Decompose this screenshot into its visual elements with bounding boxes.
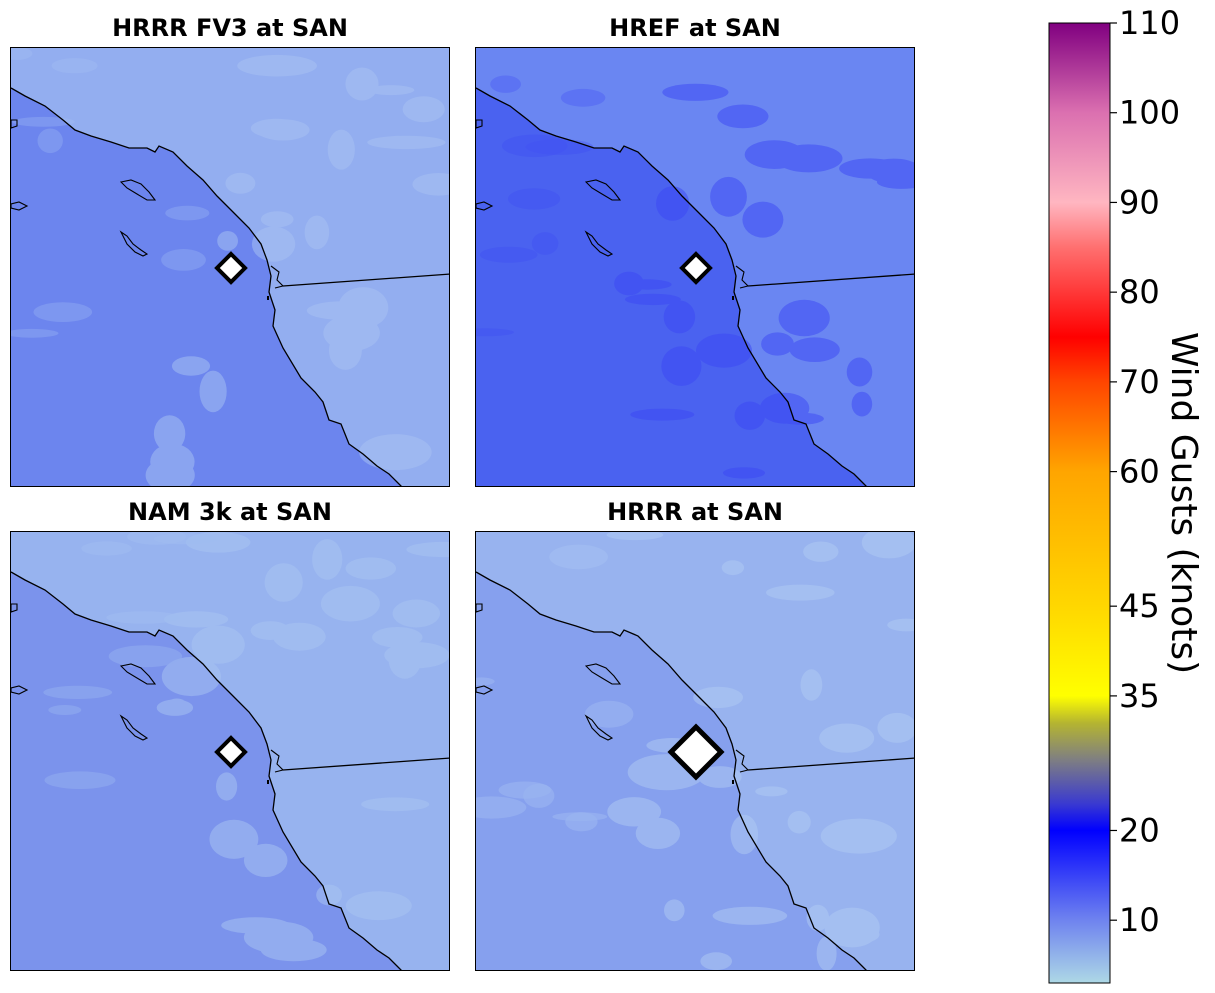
land-field [11, 532, 449, 970]
wind-texture [476, 532, 914, 970]
island-catalina [584, 663, 622, 685]
map-svg-nam-3k [11, 532, 449, 970]
bay-outline [735, 749, 750, 773]
map-panel-href [475, 47, 915, 487]
colorbar-label: Wind Gusts (knots) [1163, 332, 1204, 674]
bay-outline [270, 749, 285, 773]
island-catalina [584, 179, 622, 201]
island-san-clemente [119, 714, 149, 741]
island-catalina [119, 663, 157, 685]
island-corner [476, 119, 483, 129]
colorbar-tick-label: 20 [1119, 811, 1160, 849]
wind-texture [476, 75, 914, 479]
island-san-clemente [119, 230, 149, 257]
colorbar-tick-label: 70 [1119, 363, 1160, 401]
map-svg-hrrr [476, 532, 914, 970]
island-corner [11, 119, 18, 129]
international-border [747, 757, 914, 771]
coastline [476, 571, 867, 970]
island-corner [476, 603, 483, 613]
rock-islet [267, 296, 269, 300]
island-west [476, 201, 494, 211]
coastline [11, 571, 402, 970]
colorbar-fill [1048, 22, 1111, 984]
colorbar-tick-label: 110 [1119, 4, 1180, 42]
colorbar-tick-label: 60 [1119, 453, 1160, 491]
map-svg-href [476, 48, 914, 486]
coastline [476, 87, 867, 486]
panel-title-hrrr-fv3: HRRR FV3 at SAN [112, 14, 348, 42]
island-west [11, 201, 29, 211]
station-marker [214, 735, 248, 769]
international-border [282, 757, 449, 771]
rock-islet [732, 296, 734, 300]
panel-title-hrrr: HRRR at SAN [607, 498, 783, 526]
bay-outline [270, 265, 285, 289]
panel-title-href: HREF at SAN [609, 14, 781, 42]
wind-texture [11, 48, 449, 486]
rock-islet [267, 780, 269, 784]
rock-islet [732, 780, 734, 784]
station-marker [667, 723, 725, 781]
island-san-clemente [584, 714, 614, 741]
colorbar-tick-label: 45 [1119, 587, 1160, 625]
island-catalina [119, 179, 157, 201]
island-west [11, 685, 29, 695]
island-san-clemente [584, 230, 614, 257]
station-marker [214, 251, 248, 285]
bay-outline [735, 265, 750, 289]
coastline [11, 87, 402, 486]
map-svg-hrrr-fv3 [11, 48, 449, 486]
colorbar-ticks: 10 20 35 45 60 70 80 90 100 110 [1110, 4, 1180, 939]
panel-title-nam-3k: NAM 3k at SAN [128, 498, 332, 526]
colorbar-tick-label: 100 [1119, 94, 1180, 132]
map-panel-hrrr-fv3 [10, 47, 450, 487]
island-corner [11, 603, 18, 613]
map-panel-nam-3k [10, 531, 450, 971]
map-panel-hrrr [475, 531, 915, 971]
international-border [282, 273, 449, 287]
land-field [476, 532, 914, 970]
colorbar-tick-label: 90 [1119, 183, 1160, 221]
colorbar-tick-label: 10 [1119, 901, 1160, 939]
island-west [476, 685, 494, 695]
wind-texture [43, 532, 449, 962]
colorbar-tick-label: 35 [1119, 677, 1160, 715]
international-border [747, 273, 914, 287]
station-marker [679, 251, 713, 285]
colorbar-tick-label: 80 [1119, 273, 1160, 311]
